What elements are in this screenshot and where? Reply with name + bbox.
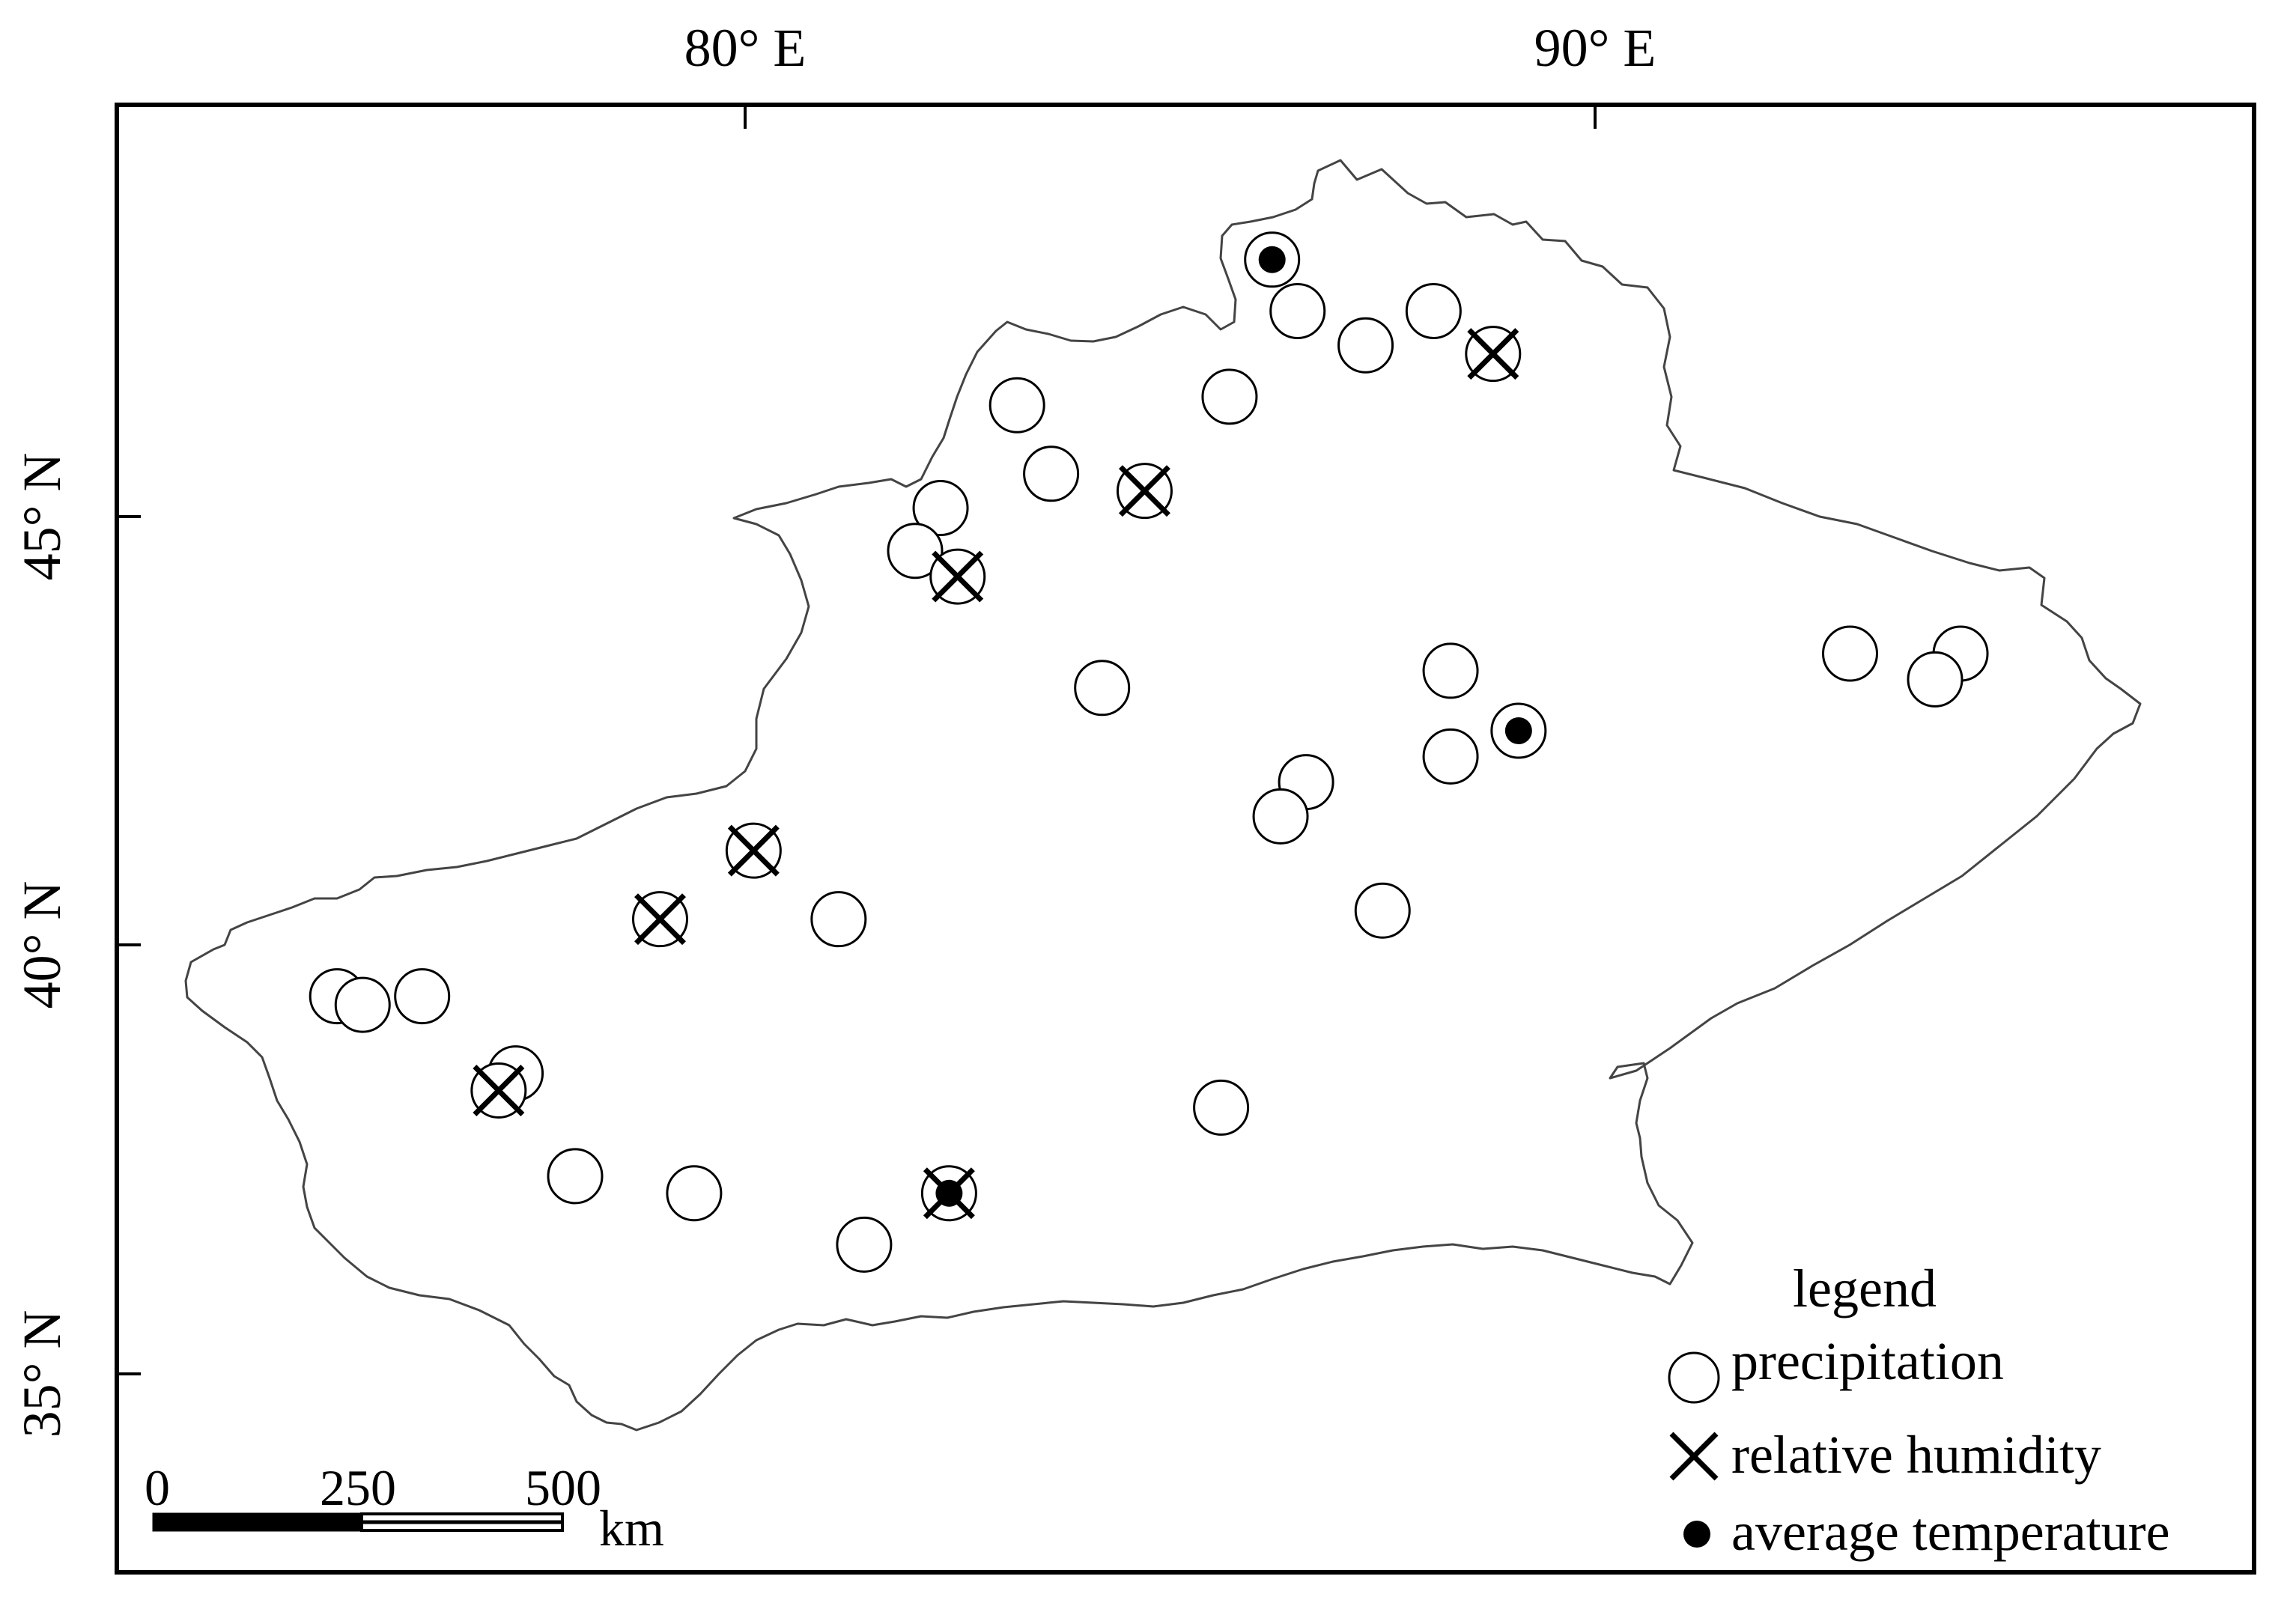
station-marker <box>988 377 1045 434</box>
precipitation-station-circle <box>1193 1079 1250 1136</box>
station-marker <box>920 1165 977 1222</box>
precipitation-station-circle <box>1422 642 1479 699</box>
lat-label-35n: 35° N <box>12 1310 72 1438</box>
temperature-station-dot <box>1258 246 1286 273</box>
station-marker <box>1465 326 1522 383</box>
precipitation-station-circle <box>1252 788 1309 845</box>
station-marker <box>1244 231 1301 288</box>
station-marker <box>666 1165 723 1222</box>
station-marker <box>836 1216 893 1273</box>
precipitation-station-circle <box>1074 660 1131 717</box>
station-marker <box>1907 651 1964 708</box>
precipitation-station-circle <box>1269 282 1326 339</box>
precipitation-station-circle <box>666 1165 723 1222</box>
station-marker <box>1252 788 1309 845</box>
legend-precipitation-icon <box>1668 1351 1720 1404</box>
station-marker <box>470 1062 527 1119</box>
precipitation-station-circle <box>988 377 1045 434</box>
scale-tick-250: 250 <box>320 1459 396 1516</box>
humidity-station-cross <box>727 824 780 877</box>
station-marker <box>334 976 391 1033</box>
station-marker <box>1405 282 1462 339</box>
station-marker <box>394 968 451 1025</box>
precipitation-station-circle <box>394 968 451 1025</box>
legend-label-precipitation: precipitation <box>1731 1331 2004 1391</box>
station-marker <box>1074 660 1131 717</box>
precipitation-station-circle <box>547 1148 604 1205</box>
lon-label-90e: 90° E <box>1534 18 1656 78</box>
legend-label-average-temperature: average temperature <box>1731 1502 2170 1562</box>
precipitation-station-circle <box>1405 282 1462 339</box>
precipitation-station-circle <box>1907 651 1964 708</box>
station-marker <box>1193 1079 1250 1136</box>
precipitation-station-circle <box>1354 882 1411 939</box>
station-marker <box>887 523 944 580</box>
station-marker <box>547 1148 604 1205</box>
precipitation-station-circle <box>836 1216 893 1273</box>
graticule-ticks <box>117 105 1597 1375</box>
station-marker <box>1490 702 1547 759</box>
precipitation-station-circle <box>1337 317 1394 374</box>
station-marker <box>1822 625 1878 682</box>
legend-label-relative-humidity: relative humidity <box>1731 1425 2101 1485</box>
station-marker <box>632 891 688 948</box>
lon-label-80e: 80° E <box>684 18 807 78</box>
precipitation-station-circle <box>887 523 944 580</box>
station-marker <box>1422 642 1479 699</box>
precipitation-station-circle <box>1822 625 1878 682</box>
station-marker <box>1023 445 1080 502</box>
station-marker <box>1201 368 1258 425</box>
temperature-station-dot <box>935 1179 963 1207</box>
humidity-station-cross <box>932 550 984 603</box>
legend-title: legend <box>1793 1259 1937 1318</box>
station-marker <box>1269 282 1326 339</box>
lat-label-45n: 45° N <box>12 453 72 581</box>
humidity-station-cross <box>1467 328 1519 380</box>
station-marker <box>929 548 986 605</box>
legend-relative-humidity-icon <box>1669 1432 1719 1481</box>
legend-average-temperature-icon <box>1683 1521 1710 1548</box>
temperature-station-dot <box>1504 717 1532 744</box>
legend: legend precipitation relative humidity a… <box>1668 1259 2170 1562</box>
station-marker <box>1354 882 1411 939</box>
station-marker <box>725 822 782 879</box>
humidity-station-cross <box>634 893 686 946</box>
precipitation-station-circle <box>1023 445 1080 502</box>
map-frame <box>115 103 2256 1575</box>
station-marker <box>810 891 867 948</box>
precipitation-station-circle <box>334 976 391 1033</box>
scale-unit: km <box>599 1500 664 1557</box>
station-marker <box>1116 463 1173 520</box>
precipitation-station-circle <box>1201 368 1258 425</box>
scale-tick-500: 500 <box>525 1459 601 1516</box>
stations-layer <box>309 231 1989 1273</box>
region-boundary <box>184 159 2142 1432</box>
station-marker <box>1337 317 1394 374</box>
humidity-station-cross <box>473 1065 525 1116</box>
scale-bar: 0 250 500 km <box>145 1459 664 1557</box>
station-marker <box>1422 728 1479 785</box>
station-marker <box>912 480 969 537</box>
lat-label-40n: 40° N <box>12 881 72 1009</box>
scale-bar-segment-solid <box>152 1512 363 1532</box>
scale-tick-0: 0 <box>145 1459 170 1516</box>
precipitation-station-circle <box>810 891 867 948</box>
precipitation-station-circle <box>912 480 969 537</box>
humidity-station-cross <box>1118 465 1170 517</box>
precipitation-station-circle <box>1422 728 1479 785</box>
